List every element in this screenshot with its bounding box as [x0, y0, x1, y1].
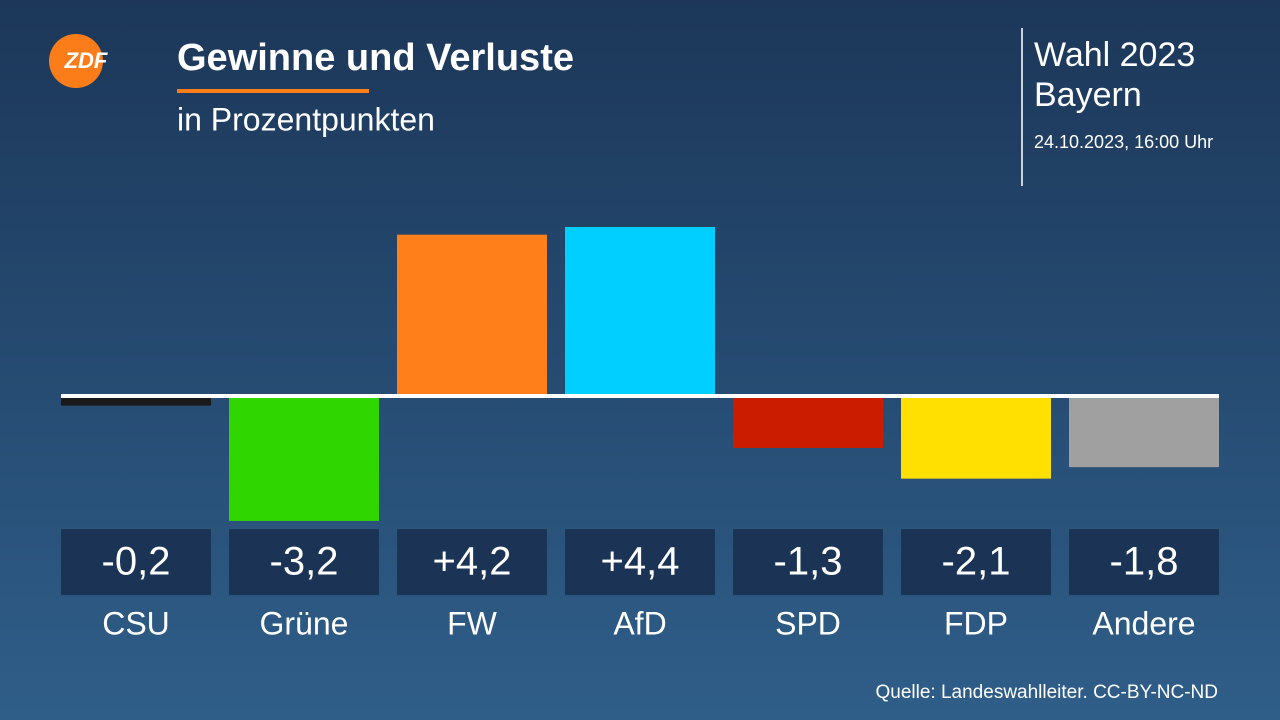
x-tick-label: SPD	[775, 605, 841, 641]
value-label: -1,8	[1110, 540, 1179, 584]
value-label-box	[733, 529, 883, 595]
value-label: -0,2	[102, 540, 171, 584]
value-label: +4,4	[601, 540, 680, 584]
x-tick-label: Andere	[1092, 605, 1195, 641]
bar	[901, 396, 1051, 479]
value-label-box	[229, 529, 379, 595]
value-label-box	[901, 529, 1051, 595]
bar	[229, 396, 379, 521]
value-label: -2,1	[942, 540, 1011, 584]
region: Bayern	[1034, 76, 1142, 114]
value-label-box	[397, 529, 547, 595]
bar	[61, 396, 211, 406]
bar	[565, 227, 715, 396]
chart-title: Gewinne und Verluste	[177, 37, 574, 79]
x-tick-label: FDP	[944, 605, 1008, 641]
value-label-box	[61, 529, 211, 595]
bar	[733, 396, 883, 448]
source: Quelle: Landeswahlleiter. CC-BY-NC-ND	[876, 682, 1219, 703]
x-tick-label: FW	[447, 605, 498, 641]
x-tick-label: Grüne	[260, 605, 349, 641]
value-label-box	[565, 529, 715, 595]
title-underline	[177, 89, 369, 93]
chart-subtitle: in Prozentpunkten	[177, 101, 435, 137]
value-label: -3,2	[270, 540, 339, 584]
x-tick-label: AfD	[613, 605, 666, 641]
logo: ZDF	[64, 48, 108, 73]
logo-circle	[49, 34, 103, 88]
bar	[1069, 396, 1219, 468]
bar	[397, 234, 547, 396]
value-label-box	[1069, 529, 1219, 595]
value-label: +4,2	[433, 540, 512, 584]
x-tick-label: CSU	[102, 605, 170, 641]
value-label: -1,3	[774, 540, 843, 584]
election: Wahl 2023	[1034, 36, 1195, 74]
timestamp: 24.10.2023, 16:00 Uhr	[1034, 132, 1213, 152]
